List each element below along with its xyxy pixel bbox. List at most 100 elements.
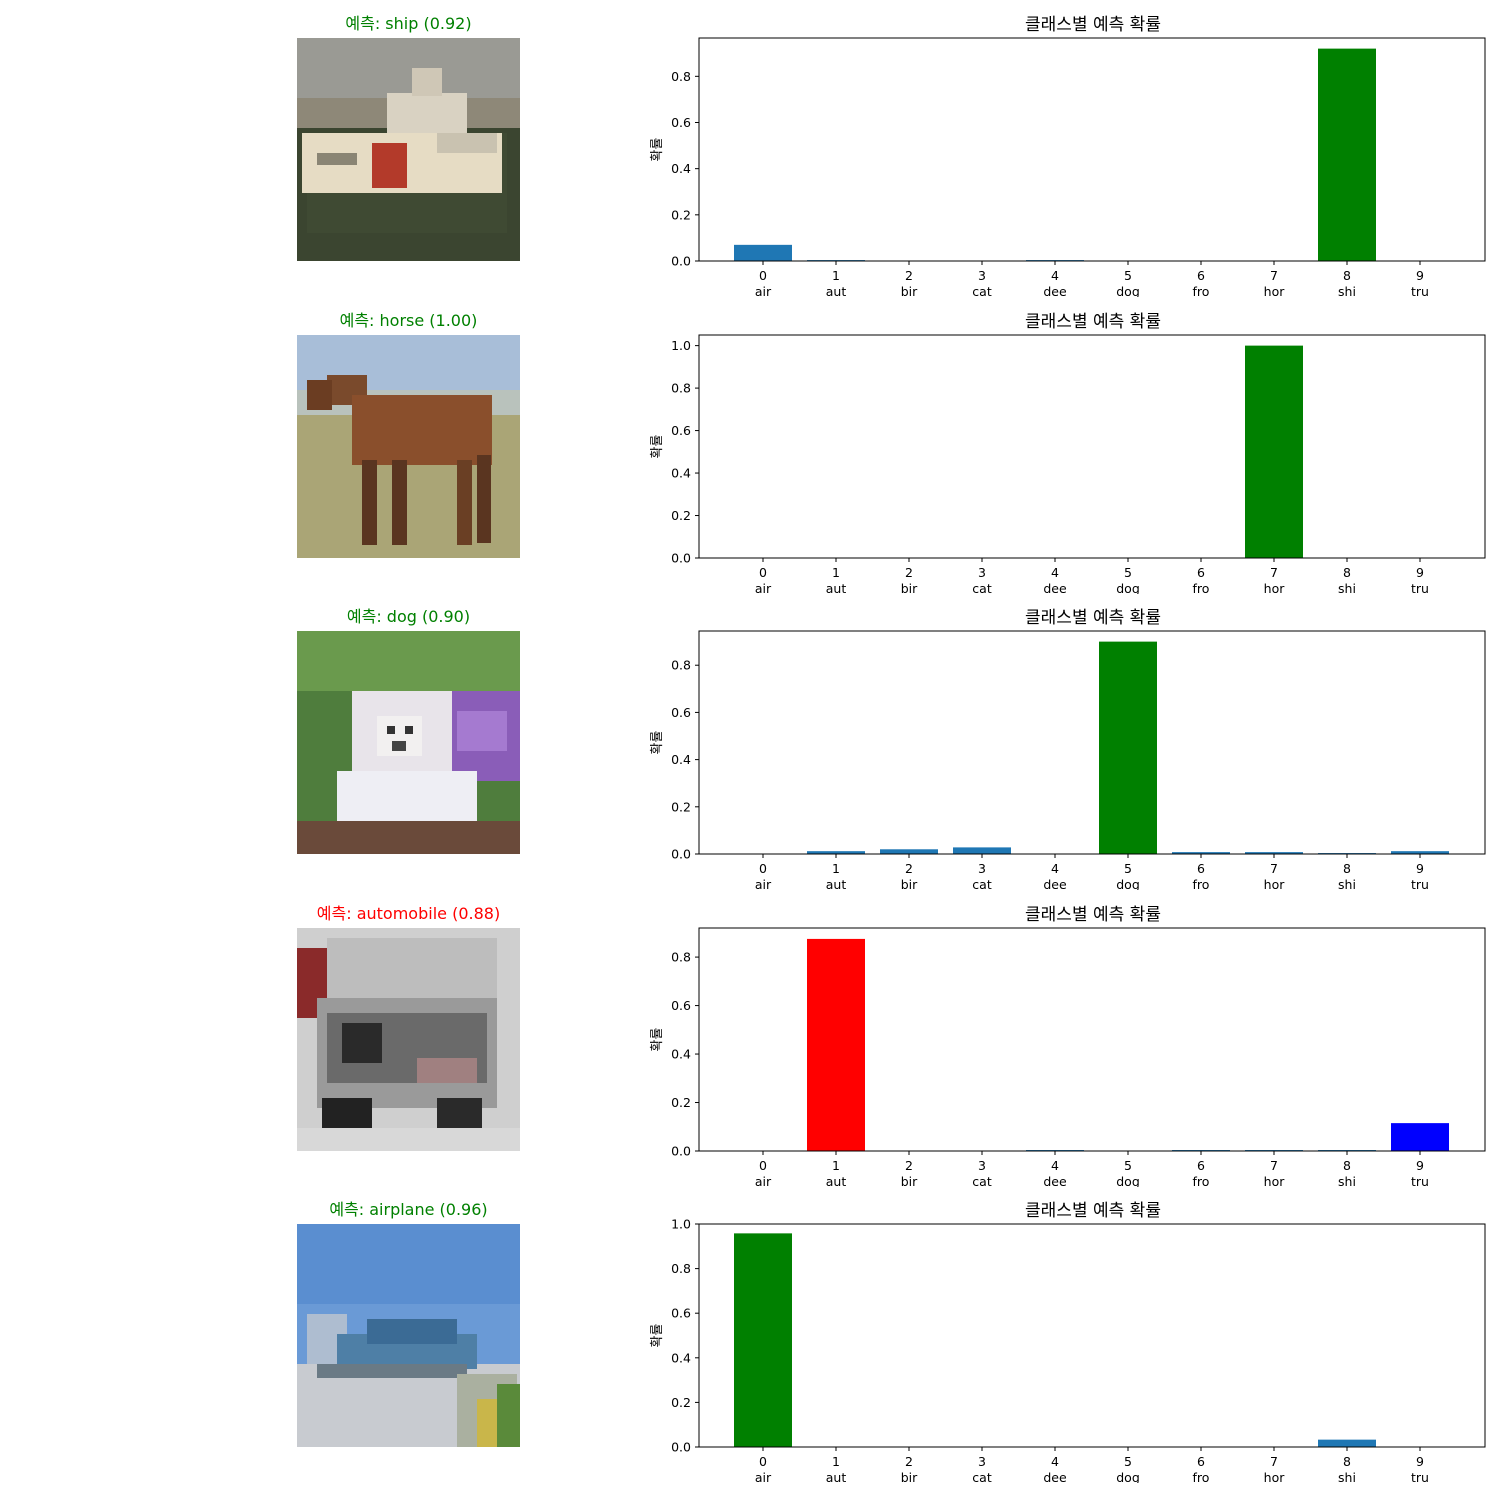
x-tick-label-id: 7 (1270, 565, 1278, 580)
x-tick-label-id: 6 (1197, 1158, 1205, 1173)
ship-image (297, 38, 520, 261)
y-axis-label: 확률 (650, 138, 665, 162)
prediction-title: 예측: horse (1.00) (339, 310, 478, 330)
x-tick-label-class: shi (1338, 1470, 1356, 1483)
y-tick-label: 0.0 (671, 1143, 691, 1158)
x-tick-label-class: dee (1043, 1174, 1067, 1187)
y-tick-label: 0.6 (671, 115, 691, 130)
y-tick-label: 0.4 (671, 161, 691, 176)
x-tick-label-class: aut (826, 877, 847, 890)
x-tick-label-id: 1 (832, 565, 840, 580)
x-tick-label-id: 5 (1124, 1158, 1132, 1173)
x-tick-label-id: 9 (1416, 565, 1424, 580)
chart-title: 클래스별 예측 확률 (1025, 312, 1161, 332)
y-tick-label: 0.8 (671, 1261, 691, 1276)
x-tick-label-class: aut (826, 581, 847, 594)
prediction-row: 예측: airplane (0.96) 클래스별 예측 확률 확률 0.0 0.2 0.4… (0, 1186, 1500, 1483)
x-tick-label-class: dee (1043, 284, 1067, 297)
y-tick-label: 0.2 (671, 1395, 691, 1410)
y-tick-label: 0.6 (671, 705, 691, 720)
x-tick-label-id: 1 (832, 861, 840, 876)
x-tick-label-class: aut (826, 1470, 847, 1483)
x-tick-label-id: 0 (759, 268, 767, 283)
bar-class-0 (734, 1233, 792, 1447)
prediction-row: 예측: horse (1.00) 클래스별 예측 확률 확률 0.0 0.2 0.4 0.6… (0, 297, 1500, 594)
x-tick-label-class: shi (1338, 284, 1356, 297)
x-tick-label-class: fro (1193, 581, 1210, 594)
x-tick-label-class: tru (1411, 877, 1429, 890)
x-tick-label-id: 5 (1124, 565, 1132, 580)
x-tick-label-class: dog (1116, 877, 1140, 890)
y-tick-label: 0.6 (671, 998, 691, 1013)
x-tick-label-class: tru (1411, 1174, 1429, 1187)
x-tick-label-id: 8 (1343, 1158, 1351, 1173)
x-tick-label-id: 0 (759, 1158, 767, 1173)
y-tick-label: 0.2 (671, 1095, 691, 1110)
y-axis-label: 확률 (650, 434, 665, 458)
y-tick-label: 0.6 (671, 1306, 691, 1321)
prediction-title: 예측: ship (0.92) (345, 14, 472, 33)
chart-title: 클래스별 예측 확률 (1025, 15, 1161, 35)
x-tick-label-id: 9 (1416, 861, 1424, 876)
x-tick-label-id: 6 (1197, 1454, 1205, 1469)
y-tick-label: 0.8 (671, 658, 691, 673)
x-tick-label-id: 6 (1197, 268, 1205, 283)
x-tick-label-id: 9 (1416, 268, 1424, 283)
y-tick-label: 1.0 (671, 1217, 691, 1232)
x-tick-label-id: 3 (978, 1454, 986, 1469)
x-tick-label-id: 8 (1343, 1454, 1351, 1469)
y-tick-label: 0.2 (671, 508, 691, 523)
x-tick-label-class: aut (826, 284, 847, 297)
prediction-row: 예측: automobile (0.88) 클래스별 예측 확률 확률 0.0 0.2 0… (0, 890, 1500, 1187)
x-tick-label-id: 4 (1051, 1454, 1059, 1469)
x-tick-label-class: tru (1411, 581, 1429, 594)
x-tick-label-id: 2 (905, 1454, 913, 1469)
x-tick-label-class: fro (1193, 1470, 1210, 1483)
x-tick-label-id: 3 (978, 1158, 986, 1173)
x-tick-label-class: cat (972, 284, 992, 297)
y-tick-label: 0.2 (671, 207, 691, 222)
x-tick-label-class: bir (901, 1174, 918, 1187)
x-tick-label-class: shi (1338, 877, 1356, 890)
x-tick-label-class: tru (1411, 284, 1429, 297)
y-axis-label: 확률 (650, 1027, 665, 1051)
x-tick-label-id: 8 (1343, 565, 1351, 580)
x-tick-label-id: 2 (905, 268, 913, 283)
y-tick-label: 0.0 (671, 550, 691, 565)
x-tick-label-id: 6 (1197, 861, 1205, 876)
x-tick-label-id: 0 (759, 861, 767, 876)
y-tick-label: 0.0 (671, 254, 691, 269)
x-tick-label-id: 5 (1124, 861, 1132, 876)
airplane-image (297, 1224, 520, 1447)
x-tick-label-class: bir (901, 581, 918, 594)
y-tick-label: 0.8 (671, 69, 691, 84)
x-tick-label-class: dee (1043, 877, 1067, 890)
x-tick-label-class: dee (1043, 581, 1067, 594)
x-tick-label-class: cat (972, 1470, 992, 1483)
x-tick-label-id: 3 (978, 861, 986, 876)
y-tick-label: 0.0 (671, 847, 691, 862)
x-tick-label-id: 4 (1051, 268, 1059, 283)
bar-class-1 (807, 851, 865, 854)
x-tick-label-id: 8 (1343, 268, 1351, 283)
bar-class-2 (880, 849, 938, 854)
x-tick-label-id: 7 (1270, 268, 1278, 283)
x-tick-label-class: tru (1411, 1470, 1429, 1483)
bar-class-7 (1245, 345, 1303, 558)
bar-class-8 (1318, 48, 1376, 261)
prediction-title: 예측: automobile (0.88) (316, 903, 501, 923)
x-tick-label-class: hor (1264, 284, 1286, 297)
x-tick-label-class: cat (972, 1174, 992, 1187)
axes-frame (698, 334, 1486, 558)
x-tick-label-id: 7 (1270, 1158, 1278, 1173)
x-tick-label-class: dog (1116, 284, 1140, 297)
dog-image (297, 631, 520, 854)
x-tick-label-class: air (755, 1470, 772, 1483)
y-tick-label: 0.4 (671, 1350, 691, 1365)
prediction-row: 예측: dog (0.90) 클래스별 예측 확률 확률 0.0 0.2 0.4 0.6 0.… (0, 593, 1500, 890)
x-tick-label-class: cat (972, 581, 992, 594)
